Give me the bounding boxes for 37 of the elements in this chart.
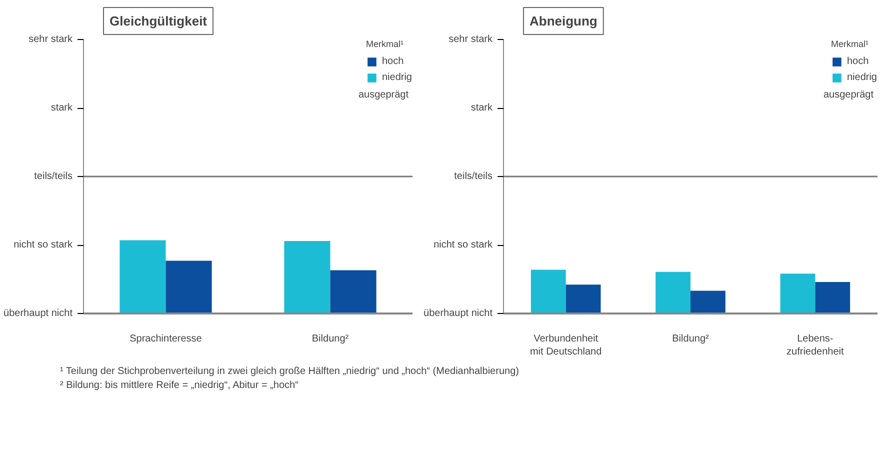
text: ² Bildung: bis mittlere Reife = „niedrig“, Abitur = „hoch“: [60, 380, 298, 392]
ref-line-label: teils/teils: [34, 171, 73, 182]
bar: [120, 240, 166, 314]
text: nicht so stark: [434, 240, 494, 250]
legend-title: Merkmal¹: [366, 39, 404, 49]
bar: [780, 274, 816, 314]
chart-title: Gleichgültigkeit: [110, 14, 208, 28]
bar: [815, 282, 850, 314]
text: sehr stark: [448, 34, 494, 45]
chart-title: Abneigung: [530, 14, 598, 28]
bar: [690, 290, 726, 314]
bar: [166, 260, 212, 314]
legend-title: Merkmal¹: [830, 39, 870, 49]
text: stark: [470, 102, 494, 114]
text: ausgeprägt: [358, 90, 409, 100]
ref-line-label: teils/teils: [454, 171, 493, 182]
text: ausgeprägt: [823, 90, 874, 100]
bar: [530, 270, 566, 314]
text: überhaupt nicht: [424, 308, 493, 319]
x-tick-label: Bildung²: [312, 334, 350, 344]
legend-label: niedrig: [382, 70, 412, 84]
bar: [330, 270, 376, 314]
text: sehr stark: [28, 34, 74, 45]
x-tick-label: Sprachinteresse: [130, 334, 202, 344]
text: ¹ Teilung der Stichprobenverteilung in zwei gleich große Hälften „niedrig“ und „hoch“ (Medianhalbierung): [60, 366, 519, 377]
x-tick-label: Verbundenheit mit Deutschland: [530, 334, 602, 358]
text: überhaupt nicht: [4, 308, 73, 319]
bar: [656, 272, 690, 314]
legend-label: hoch: [382, 54, 404, 68]
bar: [566, 284, 601, 314]
text: nicht so stark: [14, 240, 74, 250]
text: stark: [50, 102, 74, 114]
legend-label: niedrig: [846, 70, 877, 84]
x-tick-label: Lebens- zufriedenheit: [786, 334, 844, 358]
x-tick-label: Bildung²: [672, 334, 710, 344]
legend-label: hoch: [846, 54, 869, 68]
bar: [284, 240, 330, 314]
